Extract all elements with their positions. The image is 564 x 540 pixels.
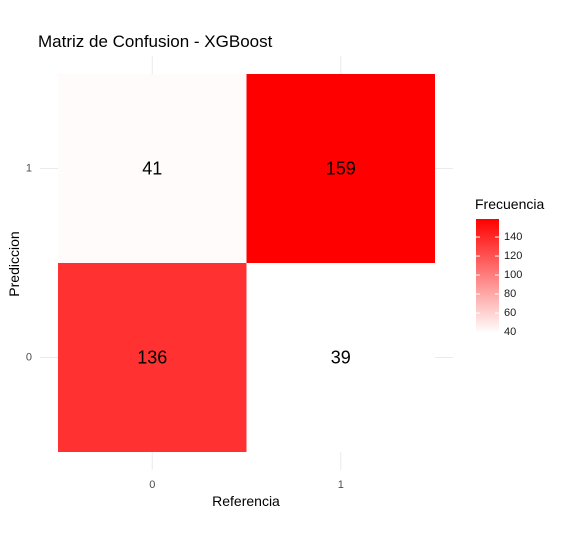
cell-value-label: 159 [326,159,356,179]
cell-value-label: 41 [142,159,162,179]
legend: Frecuencia 40 60 80 100 120 140 [475,196,544,338]
legend-tick-label: 120 [504,250,522,262]
legend-tick-label: 60 [504,307,516,319]
legend-tick-label: 80 [504,288,516,300]
chart-title: Matriz de Confusion - XGBoost [38,32,273,51]
legend-tick-label: 40 [504,326,516,338]
heatmap-cell [246,263,435,452]
cell-value-label: 136 [137,348,167,368]
cell-value-label: 39 [331,348,351,368]
y-axis-ticks: 01 [26,163,32,364]
legend-color-bar [476,219,499,333]
x-tick-label: 1 [338,479,344,491]
x-tick-label: 0 [149,479,155,491]
legend-ticks: 40 60 80 100 120 140 [476,231,522,338]
y-axis-title: Prediccion [6,231,22,296]
x-axis-title: Referencia [212,493,280,509]
heatmap-cell [58,263,247,452]
heatmap-cell [246,74,435,263]
heatmap-cells [58,74,435,452]
y-tick-label: 0 [26,352,32,364]
legend-tick-label: 100 [504,269,522,281]
legend-tick-label: 140 [504,231,522,243]
legend-title: Frecuencia [475,196,544,212]
cell-labels: 41 159 136 39 [137,159,356,368]
y-tick-label: 1 [26,163,32,175]
heatmap-cell [58,74,247,263]
